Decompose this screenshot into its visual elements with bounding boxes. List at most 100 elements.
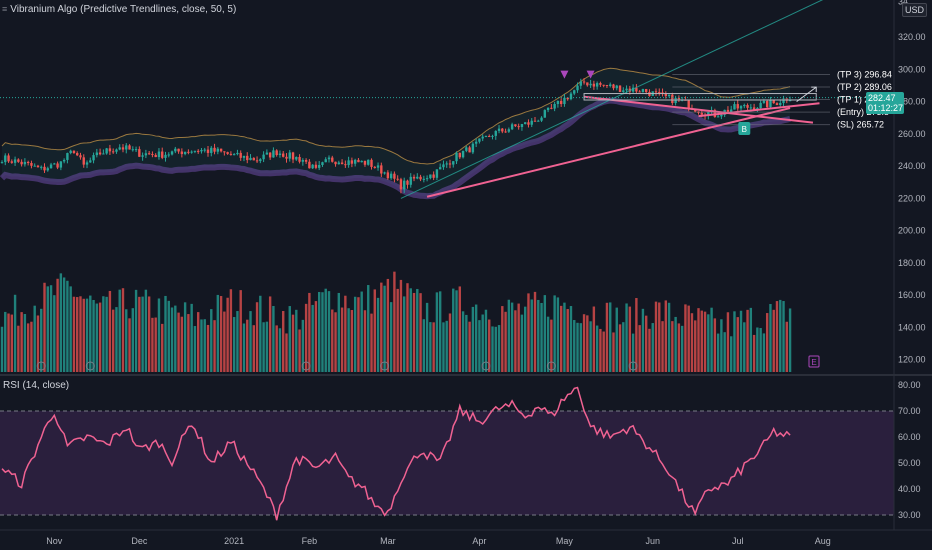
volume-bar <box>131 308 134 372</box>
volume-bar <box>638 325 641 372</box>
volume-bar <box>726 312 730 372</box>
volume-bar <box>229 289 233 372</box>
volume-bar <box>367 285 370 372</box>
candle-body <box>592 83 596 87</box>
candle-body <box>7 155 10 162</box>
candle-body <box>33 165 36 167</box>
candle-body <box>226 152 229 154</box>
volume-bar <box>295 309 298 372</box>
candle-body <box>533 120 537 122</box>
candle-body <box>517 126 520 128</box>
candle-body <box>599 83 602 85</box>
candle-body <box>399 179 403 190</box>
candle-body <box>259 159 262 162</box>
candle-body <box>187 151 190 153</box>
volume-bar <box>435 292 439 372</box>
volume-bar <box>425 302 429 372</box>
candle-body <box>605 84 609 86</box>
volume-bar <box>782 301 785 372</box>
candle-body <box>602 84 605 86</box>
volume-bar <box>628 306 632 372</box>
candle-body <box>494 130 497 136</box>
candle-body <box>92 155 95 161</box>
currency-badge[interactable]: USD <box>902 3 928 17</box>
time-tick-label: Mar <box>380 536 396 546</box>
candle-body <box>98 152 102 155</box>
candle-body <box>180 151 184 155</box>
candle-body <box>373 166 376 168</box>
candle-body <box>141 155 144 157</box>
candle-body <box>321 162 324 165</box>
candle-body <box>360 160 363 163</box>
volume-bar <box>59 273 63 372</box>
price-tick-label: 200.00 <box>898 226 926 236</box>
volume-bar <box>187 314 190 372</box>
volume-bar <box>517 303 520 372</box>
currency-label: USD <box>905 5 925 15</box>
volume-bar <box>641 308 645 372</box>
volume-bar <box>582 314 586 372</box>
volume-bar <box>674 316 677 372</box>
volume-bar <box>85 298 89 372</box>
candle-body <box>618 85 622 92</box>
current-price-badge: 282.47 01:12:27 <box>866 92 904 114</box>
volume-bar <box>461 311 465 372</box>
candle-body <box>769 100 772 108</box>
candle-body <box>559 100 563 105</box>
volume-bar <box>89 295 92 372</box>
volume-bar <box>288 306 291 372</box>
candle-body <box>752 107 756 110</box>
candle-body <box>445 163 448 165</box>
candle-body <box>40 166 43 168</box>
candle-body <box>242 155 246 158</box>
candle-body <box>393 173 396 179</box>
candle-body <box>497 128 501 131</box>
indicator-legend[interactable]: ≡ Vibranium Algo (Predictive Trendlines, … <box>2 4 236 15</box>
volume-bar <box>569 306 573 372</box>
candle-body <box>46 168 49 171</box>
volume-bar <box>497 325 501 372</box>
tp-sl-levels: (TP 3) 296.84 (TP 2) 289.06 (TP 1) 281.28 (… <box>672 69 892 130</box>
candle-body <box>367 159 370 165</box>
candle-body <box>396 178 399 180</box>
volume-bar <box>20 312 23 372</box>
candle-body <box>17 159 20 162</box>
volume-bar <box>432 322 435 372</box>
candle-body <box>210 147 213 153</box>
time-tick-label: Jun <box>645 536 660 546</box>
candle-body <box>66 153 69 160</box>
event-marker-label: E <box>811 358 816 367</box>
volume-bar <box>625 303 628 372</box>
candle-body <box>700 112 703 115</box>
price-tick-label: 160.00 <box>898 290 926 300</box>
candle-body <box>62 159 66 162</box>
candle-body <box>563 97 566 105</box>
level-label: (Entry) 273.5 <box>837 107 889 117</box>
candle-body <box>743 105 746 107</box>
level-label: (TP 3) 296.84 <box>837 69 892 79</box>
rsi-legend[interactable]: RSI (14, close) <box>3 380 69 391</box>
volume-bar <box>151 317 154 372</box>
candle-body <box>275 150 278 156</box>
volume-bar <box>389 302 393 372</box>
candle-body <box>380 165 383 174</box>
candle-body <box>108 148 112 152</box>
candle-body <box>298 157 301 162</box>
rsi-series <box>1 386 791 521</box>
volume-bar <box>298 329 301 372</box>
rsi-title: RSI (14, close) <box>3 380 70 391</box>
volume-bar <box>455 290 458 372</box>
volume-bar <box>566 309 569 372</box>
dividend-marker-icon <box>481 361 491 371</box>
volume-bar <box>95 303 99 372</box>
candle-body <box>772 100 775 104</box>
volume-bar <box>0 326 4 372</box>
volume-bar <box>210 309 213 372</box>
candle-body <box>291 152 295 160</box>
volume-bar <box>733 311 736 372</box>
candle-body <box>317 164 321 168</box>
volume-bar <box>488 319 491 372</box>
collapse-icon[interactable]: ≡ <box>2 4 8 14</box>
dividend-marker-icon <box>546 361 556 371</box>
